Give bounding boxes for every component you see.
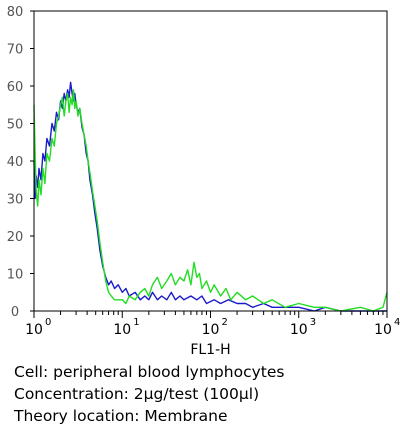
x-axis-title: FL1-H: [190, 342, 230, 358]
y-tick-label: 30: [7, 193, 24, 208]
series-line-2: [33, 89, 388, 312]
y-tick-label: 50: [7, 118, 24, 133]
series-layer: [33, 81, 388, 312]
y-tick-label: 60: [7, 80, 24, 95]
x-tick-label: 10: [202, 322, 220, 338]
x-tick-label: 10: [374, 322, 392, 338]
plot-frame: [33, 10, 388, 312]
x-tick-label-exponent: 3: [310, 317, 316, 328]
x-tick-label-exponent: 0: [45, 317, 51, 328]
caption-block: Cell: peripheral blood lymphocytes Conce…: [14, 361, 284, 427]
x-tick-label-exponent: 4: [394, 317, 400, 328]
series-line-1: [33, 81, 387, 312]
y-tick-label: 20: [7, 230, 24, 245]
x-tick-label: 10: [25, 322, 43, 338]
x-tick-label: 10: [113, 322, 131, 338]
theory-location-text: Theory location: Membrane: [14, 407, 228, 425]
y-tick-label: 0: [11, 305, 19, 320]
concentration-text: Concentration: 2μg/test (100μl): [14, 385, 260, 403]
y-tick-label: 70: [7, 43, 24, 58]
y-tick-label: 80: [7, 5, 24, 20]
x-tick-label: 10: [290, 322, 308, 338]
y-tick-label: 10: [7, 268, 24, 283]
cell-type-text: Cell: peripheral blood lymphocytes: [14, 363, 285, 381]
y-tick-label: 40: [7, 155, 24, 170]
x-tick-label-exponent: 1: [133, 317, 139, 328]
x-tick-label-exponent: 2: [222, 317, 228, 328]
